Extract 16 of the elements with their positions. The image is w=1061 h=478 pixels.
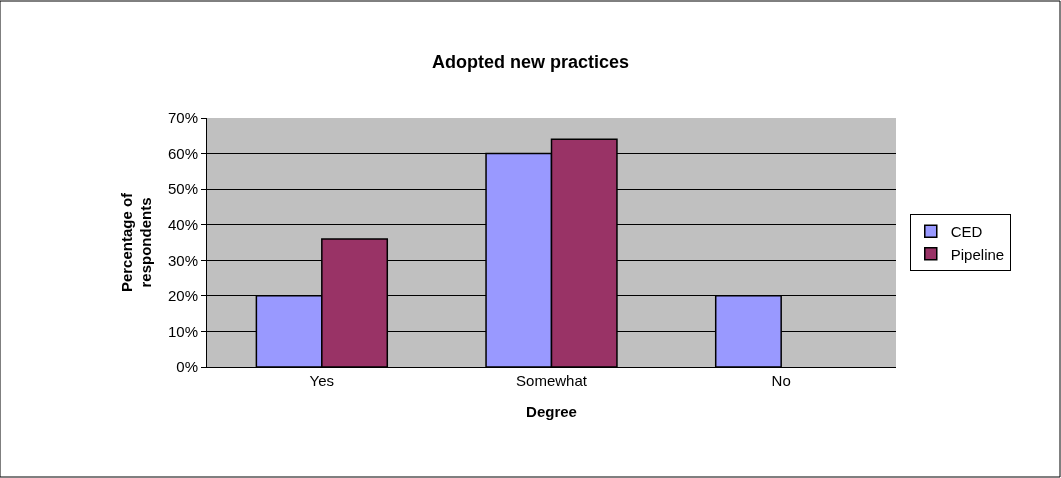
x-tick-label: Somewhat	[516, 372, 588, 389]
y-tick-label: 10%	[167, 322, 198, 340]
y-tick-label: 60%	[167, 144, 198, 162]
y-axis-title: Percentage of respondents	[117, 191, 155, 293]
y-tick-label: 50%	[167, 180, 198, 198]
x-tick-label: Yes	[309, 372, 335, 389]
x-axis-title: Degree	[526, 403, 577, 420]
x-tick-label: No	[771, 372, 791, 389]
y-tick-label: 40%	[167, 215, 198, 233]
legend-label: Pipeline	[950, 245, 1005, 263]
y-tick-label: 0%	[176, 358, 198, 376]
y-tick-label: 70%	[167, 109, 198, 127]
legend-label: CED	[950, 223, 983, 241]
y-tick-label: 30%	[167, 251, 198, 269]
chart-title: Adopted new practices	[431, 52, 630, 73]
y-tick-label: 20%	[167, 287, 198, 305]
